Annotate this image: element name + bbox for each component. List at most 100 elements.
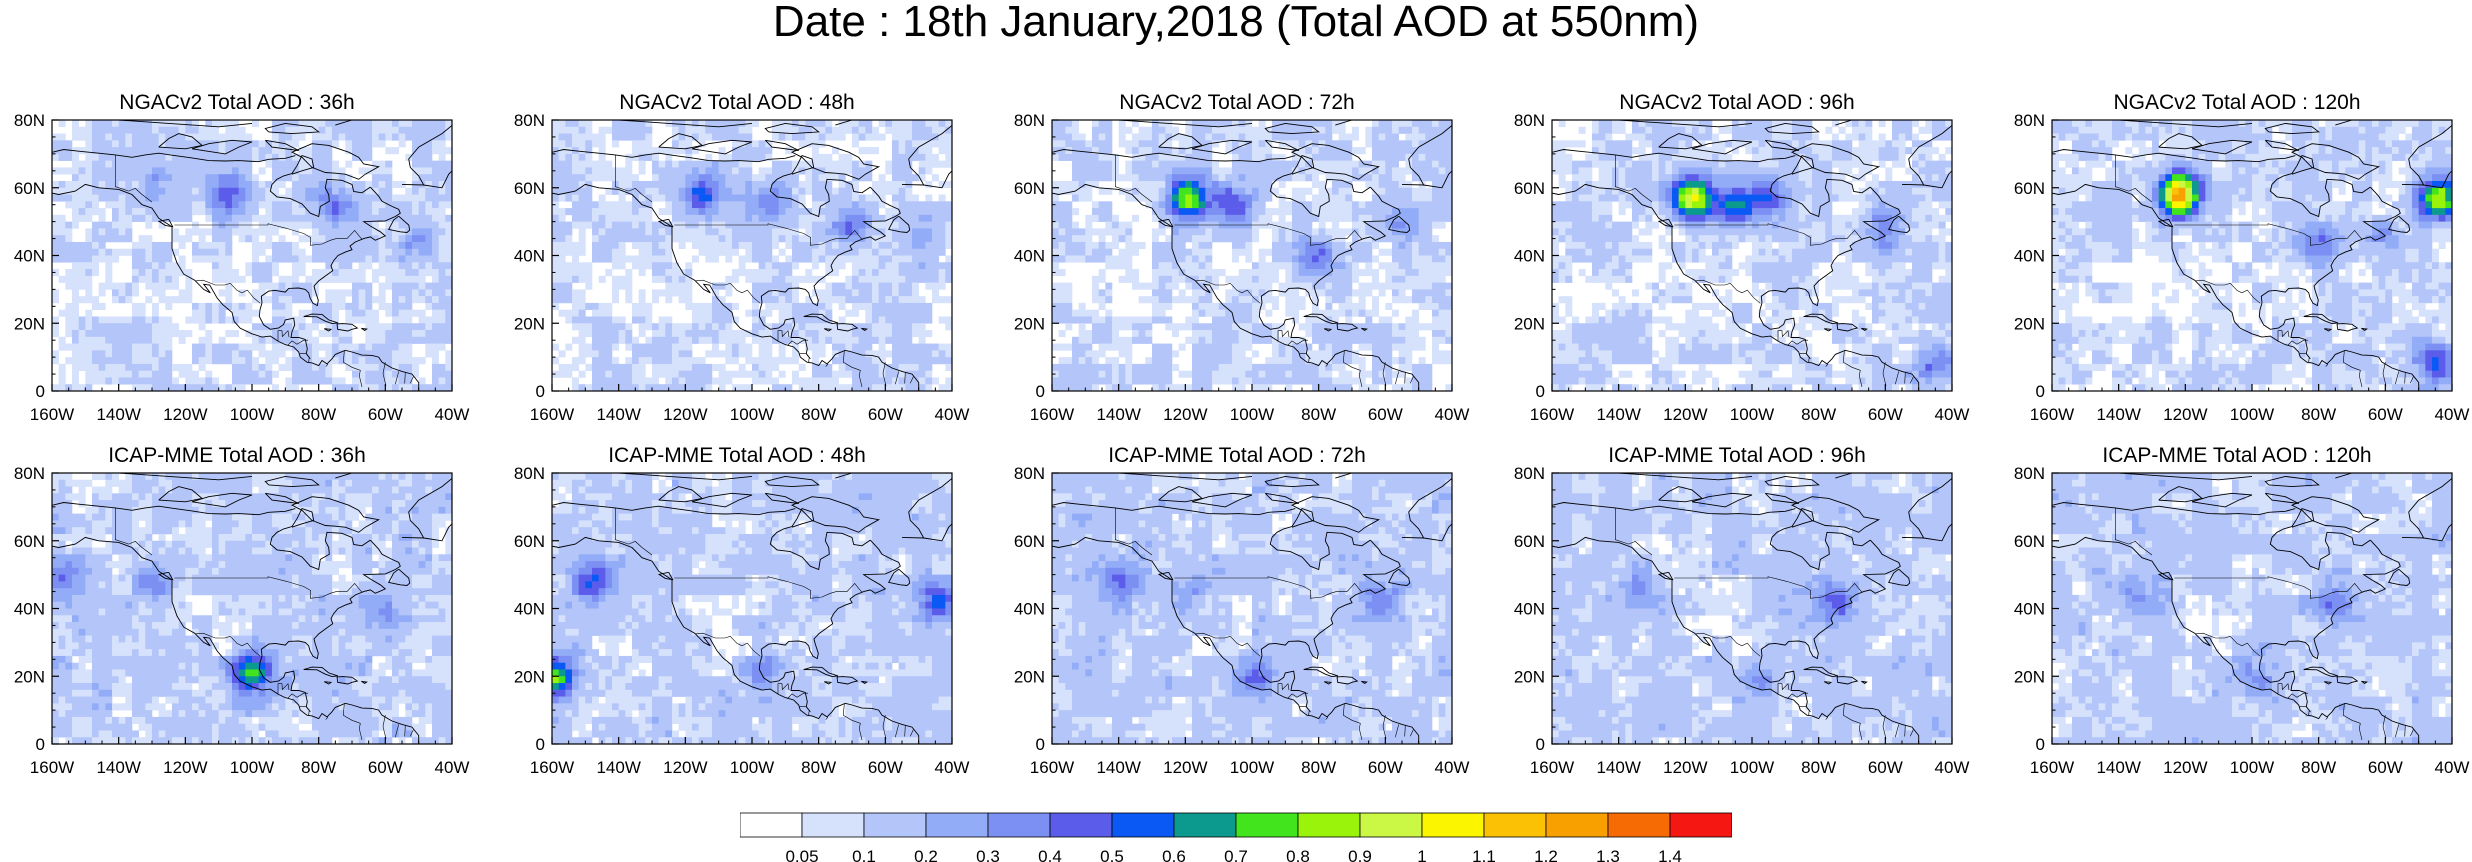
aod-cell [945,120,952,128]
aod-cell [625,370,633,378]
aod-cell [305,167,313,175]
aod-cell [118,160,126,168]
aod-cell [812,330,819,338]
aod-cell [118,350,126,358]
aod-cell [705,323,713,331]
aod-cell [598,357,606,365]
aod-cell [312,343,319,351]
aod-cell [725,201,733,209]
aod-cell [72,316,79,324]
aod-cell [138,357,146,365]
aod-cell [418,282,426,290]
aod-cell [705,133,713,141]
aod-cell [912,140,919,148]
aod-cell [425,241,433,250]
aod-cell [565,282,573,290]
aod-cell [392,282,399,290]
aod-cell [158,153,166,161]
aod-cell [852,296,859,304]
aod-cell [1205,133,1213,141]
aod-cell [278,174,286,182]
aod-cell [592,363,599,371]
aod-cell [685,228,693,236]
aod-cell [918,167,926,175]
x-tick-label: 140W [596,405,640,424]
aod-cell [412,160,419,168]
aod-cell [225,153,233,161]
coastline [52,183,420,391]
aod-cell [1158,194,1166,202]
aod-cell [1252,126,1259,134]
aod-cell [578,140,586,148]
aod-cell [358,228,366,236]
aod-cell [1112,262,1119,270]
aod-cell [925,214,933,222]
aod-cell [605,302,613,311]
aod-cell [1198,241,1206,250]
aod-cell [172,208,179,216]
aod-cell [672,133,679,141]
aod-cell [218,228,226,236]
aod-cell [1065,363,1073,371]
aod-cell [1205,167,1213,175]
aod-cell [785,309,793,317]
aod-cell [1145,363,1153,371]
aod-cell [1238,120,1246,128]
aod-cell [1238,377,1246,385]
aod-cell [592,302,599,311]
aod-cell [772,384,779,391]
aod-cell [832,147,839,155]
aod-cell [918,316,926,324]
aod-cell [65,167,73,175]
aod-cell [365,289,373,297]
aod-cell [1212,194,1219,202]
aod-cell [338,120,346,128]
aod-cell [638,302,646,311]
aod-cell [872,309,879,317]
aod-cell [565,262,573,270]
aod-cell [1152,248,1159,256]
aod-cell [365,194,373,202]
aod-cell [378,350,386,358]
aod-cell [78,363,86,371]
aod-cell [192,384,199,391]
aod-cell [145,126,153,134]
aod-cell [632,133,639,141]
aod-cell [858,126,866,134]
aod-cell [772,289,779,297]
aod-cell [1185,336,1193,344]
aod-cell [718,153,726,161]
aod-cell [852,228,859,236]
aod-cell [725,248,733,256]
aod-cell [1158,160,1166,168]
aod-cell [658,336,666,344]
aod-cell [1232,370,1239,378]
aod-cell [765,323,773,331]
aod-cell [72,309,79,317]
aod-cell [345,255,353,263]
aod-cell [858,275,866,283]
aod-cell [572,377,579,385]
aod-cell [845,126,853,134]
aod-cell [672,377,679,385]
aod-cell [945,269,952,277]
aod-cell [65,248,73,256]
aod-cell [198,133,206,141]
aod-cell [358,316,366,324]
aod-cell [1072,357,1079,365]
aod-cell [185,384,193,391]
aod-cell [192,187,199,195]
aod-cell [638,147,646,155]
aod-cell [858,214,866,222]
aod-cell [812,214,819,222]
aod-cell [598,248,606,256]
aod-cell [1085,221,1093,229]
aod-cell [865,302,873,311]
aod-cell [1245,357,1253,365]
aod-cell [258,153,266,161]
aod-cell [1245,235,1253,243]
aod-cell [732,120,739,128]
aod-cell [312,316,319,324]
aod-cell [725,174,733,182]
